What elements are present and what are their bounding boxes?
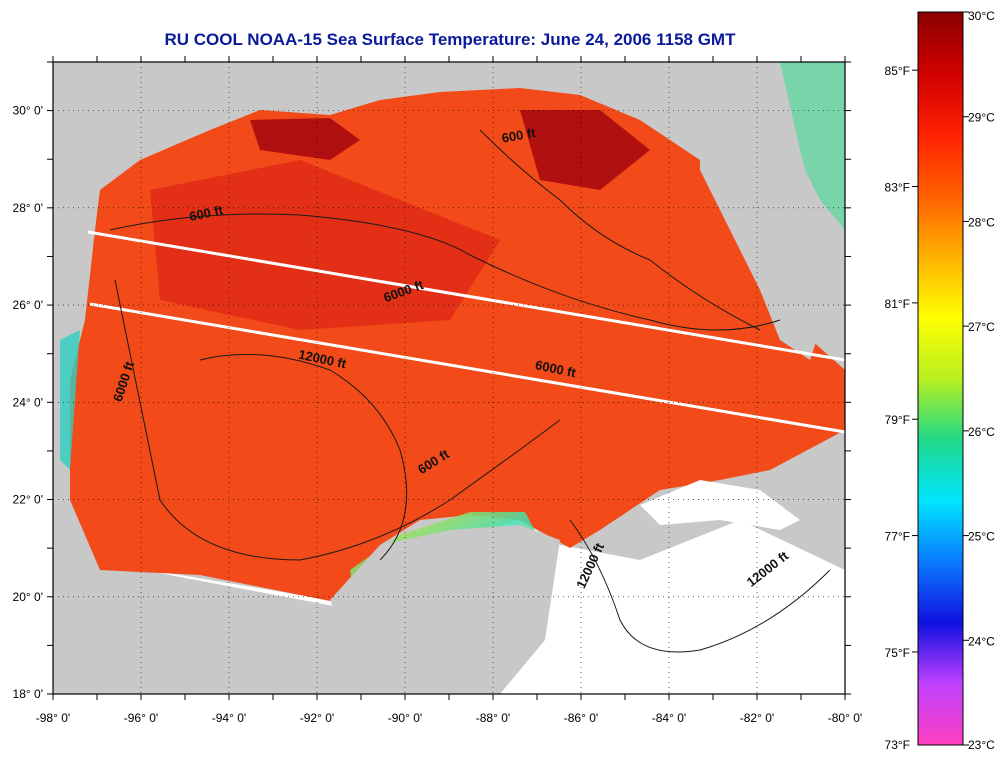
sst-cool-east: [780, 62, 845, 230]
celsius-label: 29°C: [968, 111, 995, 125]
longitude-label: -92° 0': [300, 711, 334, 725]
swath-gap-line: [89, 302, 846, 434]
longitude-label: -84° 0': [652, 711, 686, 725]
latitude-label: 28° 0': [13, 201, 43, 215]
contour-label: 600 ft: [188, 202, 225, 224]
fahrenheit-label: 85°F: [885, 64, 910, 78]
bathymetry-contours: [109, 129, 831, 653]
celsius-label: 27°C: [968, 320, 995, 334]
swath-gap-line: [87, 230, 846, 362]
longitude-label: -88° 0': [476, 711, 510, 725]
celsius-label: 28°C: [968, 215, 995, 229]
latitude-label: 20° 0': [13, 590, 43, 604]
latitude-label: 24° 0': [13, 395, 43, 409]
fahrenheit-label: 77°F: [885, 530, 910, 544]
yucatan-land: [330, 525, 560, 694]
fahrenheit-label: 83°F: [885, 181, 910, 195]
graticule: [47, 56, 851, 700]
celsius-label: 25°C: [968, 530, 995, 544]
sst-hot-zone: [250, 110, 650, 190]
celsius-label: 26°C: [968, 425, 995, 439]
sst-cool-coast: [60, 330, 80, 470]
longitude-label: -96° 0': [124, 711, 158, 725]
fahrenheit-label: 79°F: [885, 413, 910, 427]
colorbar-gradient: [917, 11, 964, 746]
map-title: RU COOL NOAA-15 Sea Surface Temperature:…: [164, 30, 736, 49]
latitude-label: 18° 0': [13, 687, 43, 701]
colorbar-ticks: 30°C 29°C 28°C 27°C 26°C 25°C 24°C 23°C 85°F 83°F…: [885, 9, 996, 752]
longitude-labels: -98° 0' -96° 0' -94° 0' -92° 0' -90° 0' -88° …: [36, 711, 862, 725]
latitude-label: 22° 0': [13, 493, 43, 507]
longitude-label: -80° 0': [828, 711, 862, 725]
celsius-label: 23°C: [968, 738, 995, 752]
fahrenheit-label: 75°F: [885, 646, 910, 660]
longitude-label: -90° 0': [388, 711, 422, 725]
latitude-label: 26° 0': [13, 298, 43, 312]
celsius-label: 30°C: [968, 9, 995, 23]
longitude-label: -94° 0': [212, 711, 246, 725]
latitude-labels: 18° 0' 20° 0' 22° 0' 24° 0' 26° 0' 28° 0' 30° …: [13, 104, 43, 701]
contour-label: 600 ft: [501, 125, 538, 146]
celsius-label: 24°C: [968, 634, 995, 648]
longitude-label: -82° 0': [740, 711, 774, 725]
florida-land: [700, 62, 830, 360]
cuba-land: [640, 480, 800, 530]
longitude-label: -98° 0': [36, 711, 70, 725]
fahrenheit-label: 81°F: [885, 297, 910, 311]
fahrenheit-label: 73°F: [885, 738, 910, 752]
latitude-label: 30° 0': [13, 104, 43, 118]
longitude-label: -86° 0': [564, 711, 598, 725]
